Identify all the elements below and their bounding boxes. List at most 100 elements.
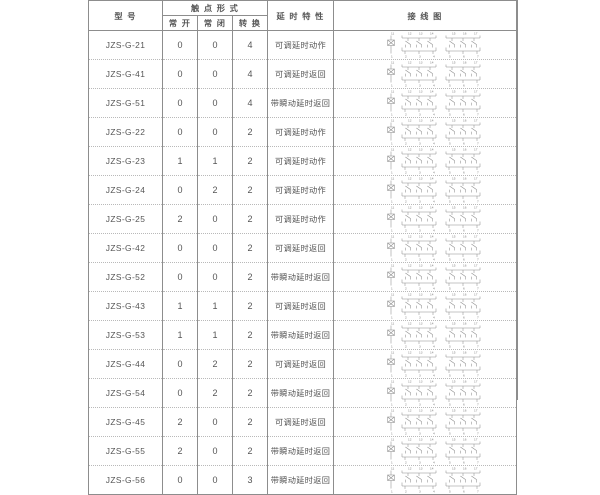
cell-model: JZS-G-23 xyxy=(88,146,163,176)
svg-text:17: 17 xyxy=(474,206,478,210)
svg-text:16: 16 xyxy=(463,148,467,152)
cell-model: JZS-G-21 xyxy=(88,30,163,60)
table-row: JZS-G-53 1 1 2 带瞬动延时返回 11 1 12 13 14 15 16 17 2 3 4 5 6 7 xyxy=(88,320,517,350)
svg-text:17: 17 xyxy=(474,61,478,65)
svg-text:13: 13 xyxy=(419,148,423,152)
svg-text:12: 12 xyxy=(408,409,412,413)
svg-text:14: 14 xyxy=(430,235,434,239)
svg-text:6: 6 xyxy=(463,403,465,407)
svg-text:15: 15 xyxy=(452,206,456,210)
svg-text:1: 1 xyxy=(391,258,393,262)
svg-text:3: 3 xyxy=(419,461,421,465)
svg-text:17: 17 xyxy=(474,148,478,152)
svg-text:6: 6 xyxy=(463,461,465,465)
svg-text:11: 11 xyxy=(391,351,394,355)
cell-model: JZS-G-54 xyxy=(88,378,163,408)
svg-text:2: 2 xyxy=(405,490,407,494)
svg-text:11: 11 xyxy=(391,322,394,326)
svg-text:13: 13 xyxy=(419,90,423,94)
svg-text:4: 4 xyxy=(433,171,435,175)
header-wiring: 接 线 图 xyxy=(333,0,517,31)
cell-wiring-diagram: 11 1 12 13 14 15 16 17 2 3 4 5 6 7 xyxy=(333,117,517,147)
cell-model: JZS-G-22 xyxy=(88,117,163,147)
svg-text:15: 15 xyxy=(452,177,456,181)
svg-text:3: 3 xyxy=(419,142,421,146)
cell-model: JZS-G-44 xyxy=(88,349,163,379)
cell-normally-open: 0 xyxy=(162,117,198,147)
svg-text:5: 5 xyxy=(449,113,451,117)
svg-text:7: 7 xyxy=(477,200,479,204)
cell-normally-closed: 2 xyxy=(197,378,233,408)
svg-text:2: 2 xyxy=(405,316,407,320)
cell-wiring-diagram: 11 1 12 13 14 15 16 17 2 3 4 5 6 7 xyxy=(333,233,517,263)
wiring-diagram-icon: 11 1 12 13 14 15 16 17 2 3 4 5 6 7 xyxy=(334,263,517,291)
svg-text:7: 7 xyxy=(477,171,479,175)
svg-text:1: 1 xyxy=(391,287,393,291)
cell-model: JZS-G-24 xyxy=(88,175,163,205)
svg-text:14: 14 xyxy=(430,409,434,413)
svg-text:3: 3 xyxy=(419,171,421,175)
svg-text:5: 5 xyxy=(449,84,451,88)
svg-text:1: 1 xyxy=(391,432,393,436)
svg-text:15: 15 xyxy=(452,119,456,123)
svg-text:17: 17 xyxy=(474,235,478,239)
svg-text:11: 11 xyxy=(391,467,394,471)
svg-text:12: 12 xyxy=(408,148,412,152)
svg-text:15: 15 xyxy=(452,32,456,36)
svg-text:2: 2 xyxy=(405,287,407,291)
svg-text:2: 2 xyxy=(405,113,407,117)
svg-text:11: 11 xyxy=(391,409,394,413)
svg-text:12: 12 xyxy=(408,322,412,326)
svg-text:16: 16 xyxy=(463,351,467,355)
cell-wiring-diagram: 11 1 12 13 14 15 16 17 2 3 4 5 6 7 xyxy=(333,349,517,379)
cell-delay-characteristic: 可调延时动作 xyxy=(267,117,334,147)
svg-text:5: 5 xyxy=(449,461,451,465)
cell-changeover: 2 xyxy=(232,291,268,321)
cell-normally-open: 1 xyxy=(162,320,198,350)
svg-text:3: 3 xyxy=(419,84,421,88)
cell-wiring-diagram: 11 1 12 13 14 15 16 17 2 3 4 5 6 7 xyxy=(333,175,517,205)
wiring-diagram-icon: 11 1 12 13 14 15 16 17 2 3 4 5 6 7 xyxy=(334,176,517,204)
svg-text:1: 1 xyxy=(391,229,393,233)
table-row: JZS-G-21 0 0 4 可调延时动作 11 1 12 13 14 15 16 17 2 3 4 5 6 7 xyxy=(88,30,517,60)
svg-text:15: 15 xyxy=(452,322,456,326)
svg-text:12: 12 xyxy=(408,206,412,210)
cell-changeover: 2 xyxy=(232,349,268,379)
cell-normally-open: 2 xyxy=(162,407,198,437)
svg-text:17: 17 xyxy=(474,409,478,413)
cell-normally-open: 0 xyxy=(162,59,198,89)
svg-text:16: 16 xyxy=(463,264,467,268)
svg-text:7: 7 xyxy=(477,345,479,349)
cell-delay-characteristic: 带瞬动延时返回 xyxy=(267,465,334,495)
svg-text:16: 16 xyxy=(463,467,467,471)
cell-delay-characteristic: 可调延时返回 xyxy=(267,291,334,321)
svg-text:12: 12 xyxy=(408,235,412,239)
wiring-diagram-icon: 11 1 12 13 14 15 16 17 2 3 4 5 6 7 xyxy=(334,379,517,407)
wiring-diagram-icon: 11 1 12 13 14 15 16 17 2 3 4 5 6 7 xyxy=(334,408,517,436)
svg-text:16: 16 xyxy=(463,380,467,384)
svg-text:6: 6 xyxy=(463,229,465,233)
wiring-diagram-icon: 11 1 12 13 14 15 16 17 2 3 4 5 6 7 xyxy=(334,118,517,146)
svg-text:15: 15 xyxy=(452,380,456,384)
svg-text:2: 2 xyxy=(405,374,407,378)
cell-delay-characteristic: 可调延时返回 xyxy=(267,233,334,263)
svg-text:13: 13 xyxy=(419,119,423,123)
svg-text:3: 3 xyxy=(419,374,421,378)
cell-delay-characteristic: 可调延时动作 xyxy=(267,30,334,60)
cell-changeover: 4 xyxy=(232,88,268,118)
svg-text:14: 14 xyxy=(430,32,434,36)
svg-text:17: 17 xyxy=(474,351,478,355)
svg-text:2: 2 xyxy=(405,432,407,436)
svg-text:3: 3 xyxy=(419,490,421,494)
table-row: JZS-G-52 0 0 2 带瞬动延时返回 11 1 12 13 14 15 16 17 2 3 4 5 6 7 xyxy=(88,262,517,292)
svg-text:7: 7 xyxy=(477,374,479,378)
svg-text:12: 12 xyxy=(408,264,412,268)
cell-model: JZS-G-51 xyxy=(88,88,163,118)
svg-text:17: 17 xyxy=(474,177,478,181)
table-row: JZS-G-43 1 1 2 可调延时返回 11 1 12 13 14 15 16 17 2 3 4 5 6 7 xyxy=(88,291,517,321)
svg-text:17: 17 xyxy=(474,32,478,36)
svg-text:7: 7 xyxy=(477,432,479,436)
svg-text:1: 1 xyxy=(391,142,393,146)
svg-text:13: 13 xyxy=(419,438,423,442)
svg-text:1: 1 xyxy=(391,374,393,378)
